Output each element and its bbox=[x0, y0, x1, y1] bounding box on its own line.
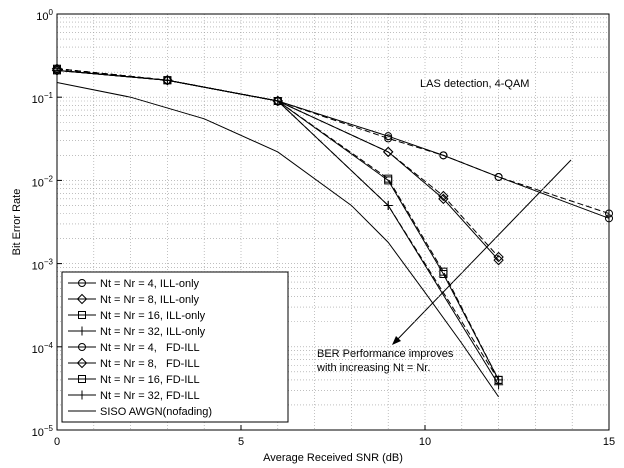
legend-label: Nt = Nr = 16, ILL-only bbox=[100, 310, 206, 322]
legend-label: Nt = Nr = 8, FD-ILL bbox=[100, 358, 200, 370]
marker bbox=[77, 326, 87, 336]
marker bbox=[76, 293, 88, 305]
series-line bbox=[56, 82, 500, 398]
y-tick-label: 10−2 bbox=[32, 174, 54, 189]
legend-label: Nt = Nr = 32, ILL-only bbox=[100, 326, 206, 338]
marker bbox=[76, 357, 88, 369]
marker bbox=[438, 193, 449, 205]
marker bbox=[383, 200, 393, 210]
marker bbox=[273, 96, 283, 106]
arrow-head bbox=[392, 336, 401, 345]
x-axis-label: Average Received SNR (dB) bbox=[263, 452, 403, 464]
y-tick-label: 100 bbox=[36, 8, 53, 23]
legend-label: Nt = Nr = 16, FD-ILL bbox=[100, 374, 200, 386]
marker bbox=[78, 375, 86, 383]
marker bbox=[382, 146, 394, 158]
legend-label: Nt = Nr = 4, FD-ILL bbox=[100, 342, 200, 354]
marker bbox=[52, 65, 62, 75]
x-tick-label: 5 bbox=[238, 436, 244, 448]
annotation: BER Performance improves bbox=[317, 348, 454, 360]
x-tick-label: 0 bbox=[54, 436, 60, 448]
y-axis-label: Bit Error Rate bbox=[11, 189, 23, 256]
marker bbox=[438, 190, 449, 202]
marker bbox=[77, 390, 87, 400]
y-tick-label: 10−1 bbox=[32, 91, 54, 106]
y-tick-label: 10−3 bbox=[32, 258, 54, 273]
series-line bbox=[56, 68, 500, 381]
x-tick-label: 15 bbox=[603, 436, 615, 448]
legend-label: Nt = Nr = 4, ILL-only bbox=[100, 278, 200, 290]
marker bbox=[78, 279, 86, 287]
legend-box bbox=[61, 271, 289, 423]
marker bbox=[605, 209, 613, 218]
marker bbox=[162, 75, 172, 85]
legend-label: Nt = Nr = 32, FD-ILL bbox=[100, 390, 200, 402]
marker bbox=[493, 254, 504, 266]
marker bbox=[439, 151, 448, 160]
marker bbox=[494, 380, 504, 390]
marker bbox=[605, 214, 613, 223]
annotation: LAS detection, 4-QAM bbox=[420, 78, 529, 90]
arrow bbox=[393, 159, 572, 344]
y-tick-label: 10−5 bbox=[32, 424, 54, 439]
x-tick-label: 10 bbox=[419, 436, 431, 448]
marker bbox=[494, 172, 503, 181]
marker bbox=[439, 269, 448, 278]
legend-label: SISO AWGN(nofading) bbox=[100, 406, 212, 418]
marker bbox=[384, 176, 393, 185]
legend-label: Nt = Nr = 8, ILL-only bbox=[100, 294, 200, 306]
marker bbox=[384, 134, 393, 143]
annotation: with increasing Nt = Nr. bbox=[316, 362, 430, 374]
y-tick-label: 10−4 bbox=[32, 341, 54, 356]
marker bbox=[384, 132, 393, 141]
marker bbox=[493, 251, 504, 263]
marker bbox=[78, 343, 86, 351]
marker bbox=[78, 311, 86, 319]
